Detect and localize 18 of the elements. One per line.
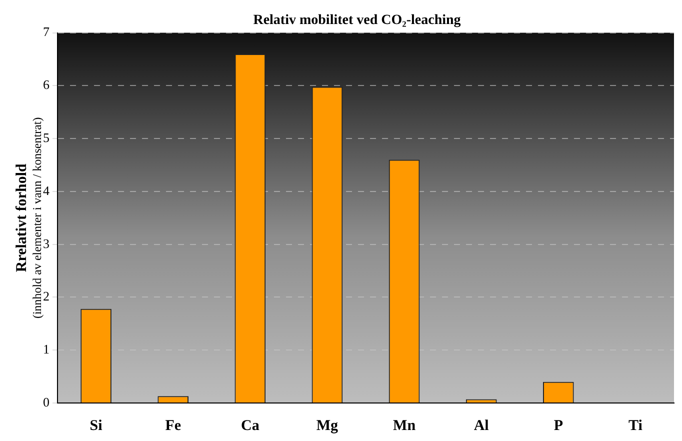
y-tick-label: 6 (43, 77, 50, 92)
x-tick-label: Mn (393, 418, 416, 434)
y-tick-label: 1 (43, 342, 50, 357)
x-tick-label: Al (474, 418, 489, 434)
y-tick-label: 5 (43, 130, 50, 145)
x-tick-label: Si (90, 418, 102, 434)
x-tick-label: Fe (165, 418, 182, 434)
x-tick-label: Ca (240, 418, 260, 434)
y-tick-label: 7 (43, 24, 50, 40)
x-tick-label: Ti (628, 418, 642, 434)
chart-title: Relativ mobilitet ved CO₂-leaching (253, 13, 461, 28)
y-tick-label: 4 (43, 182, 50, 198)
y-tick-label: 2 (43, 288, 50, 304)
y-axis-title: Rrelativt forhold (innhold av elementer i vann / konsentrat) (14, 117, 44, 319)
y-tick-label: 3 (43, 236, 50, 251)
y-tick-label: 0 (43, 394, 50, 410)
x-tick-label: Mg (316, 418, 339, 434)
x-tick-label: P (554, 418, 563, 434)
